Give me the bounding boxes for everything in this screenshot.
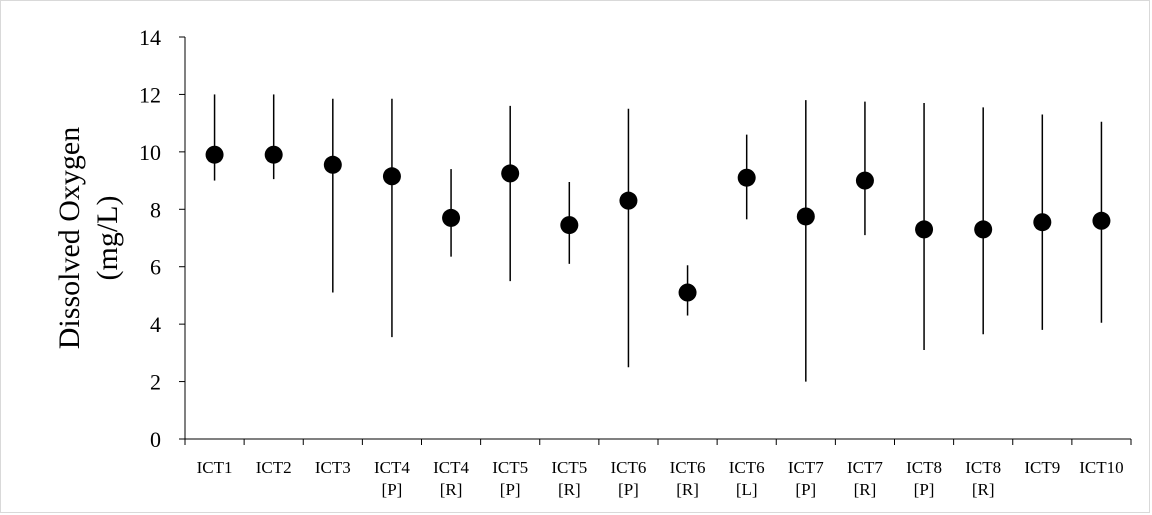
data-point xyxy=(974,220,993,239)
x-tick-label: ICT5 xyxy=(551,458,587,477)
data-point xyxy=(560,216,579,235)
x-tick-label: [R] xyxy=(854,480,877,499)
axes xyxy=(179,36,1132,445)
x-tick-label: ICT7 xyxy=(847,458,883,477)
data-point xyxy=(796,207,815,226)
x-tick-label: ICT7 xyxy=(788,458,824,477)
y-tick-label: 14 xyxy=(139,25,161,50)
data-point xyxy=(1033,213,1052,232)
data-point xyxy=(501,164,520,183)
x-tick-label: [P] xyxy=(382,480,403,499)
x-tick-label: ICT6 xyxy=(670,458,706,477)
x-tick-label: ICT8 xyxy=(965,458,1001,477)
data-point xyxy=(619,191,638,210)
x-tick-label: ICT6 xyxy=(729,458,765,477)
x-tick-label: ICT2 xyxy=(256,458,292,477)
data-point xyxy=(205,145,224,164)
y-axis-label-line-2: (mg/L) xyxy=(91,196,124,281)
data-point xyxy=(1092,211,1111,230)
x-tick-label: ICT9 xyxy=(1024,458,1060,477)
data-point xyxy=(737,168,756,187)
x-tick-label: [P] xyxy=(914,480,935,499)
y-tick-label: 2 xyxy=(150,370,161,395)
x-tick-label: ICT10 xyxy=(1079,458,1123,477)
tick-labels: 0 2 4 6 8 10 12 14 ICT1 ICT2 ICT3 ICT4 [P] ICT4 [R] ICT… xyxy=(139,25,1124,499)
x-tick-label: ICT3 xyxy=(315,458,351,477)
x-tick-label: [R] xyxy=(676,480,699,499)
x-tick-label: ICT6 xyxy=(610,458,646,477)
y-tick-label: 10 xyxy=(139,140,161,165)
x-tick-label: ICT4 xyxy=(433,458,469,477)
data-point xyxy=(382,167,401,186)
y-tick-label: 6 xyxy=(150,255,161,280)
y-tick-label: 0 xyxy=(150,427,161,452)
y-tick-label: 12 xyxy=(139,82,161,107)
x-tick-label: [R] xyxy=(440,480,463,499)
x-tick-label: [P] xyxy=(500,480,521,499)
y-axis-label-line-1: Dissolved Oxygen xyxy=(53,127,86,349)
x-tick-label: ICT5 xyxy=(492,458,528,477)
x-tick-label: [P] xyxy=(795,480,816,499)
data-point xyxy=(678,283,697,302)
x-tick-label: ICT4 xyxy=(374,458,410,477)
data-point xyxy=(855,171,874,190)
y-tick-label: 8 xyxy=(150,197,161,222)
x-tick-label: ICT8 xyxy=(906,458,942,477)
x-tick-label: [P] xyxy=(618,480,639,499)
x-tick-label: [R] xyxy=(972,480,995,499)
data-point xyxy=(442,208,461,227)
data-point xyxy=(264,145,283,164)
data-point xyxy=(915,220,934,239)
x-tick-label: [R] xyxy=(558,480,581,499)
x-tick-label: ICT1 xyxy=(197,458,233,477)
y-tick-label: 4 xyxy=(150,312,161,337)
x-tick-label: [L] xyxy=(736,480,758,499)
data-point xyxy=(323,155,342,174)
data-marks xyxy=(205,94,1111,382)
